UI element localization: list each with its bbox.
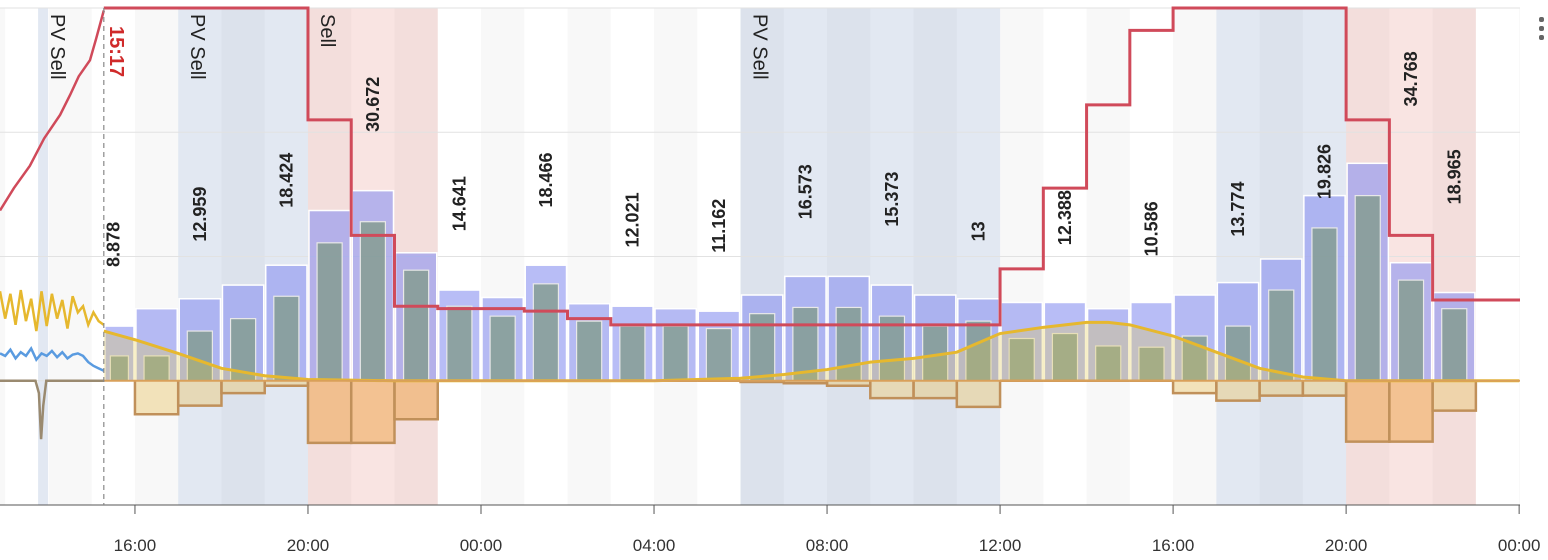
inner-bar [575,320,603,382]
inner-bar [705,327,733,382]
inner-bar [792,306,819,382]
x-tick-label: 20:00 [287,536,330,555]
grid-flow-step [1215,380,1261,402]
value-label: 13.774 [1228,182,1248,237]
history-line [0,289,105,332]
grid-flow-step [306,380,353,445]
value-label: 30.672 [363,77,383,132]
value-label: 18.424 [276,153,296,208]
band-label: Sell [316,14,338,47]
inner-bar [1441,308,1468,382]
inner-bar [446,305,473,382]
value-label: 14.641 [449,176,469,231]
pv-area [103,322,1520,381]
grid-flow-step [220,380,266,395]
value-label: 19.826 [1314,144,1334,199]
grid-flow-step [393,380,439,421]
inner-bar [1397,279,1425,382]
value-label: 34.768 [1401,51,1421,106]
grid-flow-step [133,380,180,416]
grid-flow-step [1431,380,1478,412]
band-label: PV Sell [46,14,68,80]
inner-bar [489,315,516,382]
band-label: PV Sell [749,14,771,80]
inner-bar [316,242,343,382]
x-tick-label: 16:00 [114,536,157,555]
grid-flow-step [1344,380,1391,443]
inner-bar [402,269,430,382]
value-label: 18.965 [1444,149,1464,204]
x-tick-label: 08:00 [806,536,849,555]
inner-bar [662,325,689,382]
value-label: 18.466 [536,152,556,207]
inner-bar [965,320,992,382]
grid-flow-step [912,380,959,400]
grid-flow-step [1388,380,1434,443]
history-line [0,379,104,440]
menu-dot[interactable] [1539,26,1544,31]
menu-icon[interactable] [1539,17,1544,40]
grid-flow-step [1301,380,1348,397]
inner-bar [878,315,906,382]
grid-flow-step [1171,380,1218,395]
history-line [0,10,106,212]
inner-bar [619,325,646,382]
price-step [103,6,1520,327]
inner-bar [1268,289,1295,382]
now-label: 15:17 [105,26,127,77]
inner-bar [1354,195,1381,382]
inner-bar [1095,345,1122,382]
grid-flow-step [869,380,915,400]
menu-dot[interactable] [1539,35,1544,40]
x-tick-label: 00:00 [460,536,503,555]
grid-flow-step [349,380,396,445]
inner-bar [143,355,170,382]
x-tick-label: 16:00 [1152,536,1195,555]
grid-flow-step [176,380,223,407]
pv-line [103,320,1520,383]
band-label: PV Sell [186,14,208,80]
inner-bar [186,330,213,382]
x-tick-label: 20:00 [1325,536,1368,555]
value-label: 16.573 [795,164,815,219]
inner-bar [1051,332,1079,382]
grid-flow-step [1258,380,1305,397]
value-label: 8.878 [103,222,123,267]
value-label: 11.162 [709,199,729,253]
value-label: 12.021 [622,192,642,247]
menu-dot[interactable] [1539,17,1544,22]
value-label: 15.373 [882,172,902,227]
x-tick-label: 00:00 [1498,536,1541,555]
grid-flow-step [955,380,1002,409]
value-label: 12.959 [190,187,210,242]
inner-bar [359,221,387,382]
inner-bar [1311,227,1338,382]
value-label: 12.388 [1055,190,1075,245]
value-label: 10.586 [1141,201,1161,256]
inner-bar [1138,346,1165,382]
x-tick-label: 04:00 [633,536,676,555]
inner-bar [532,283,560,382]
inner-bar [273,295,300,382]
history-line [0,345,105,372]
value-label: 13 [968,221,988,241]
x-tick-label: 12:00 [979,536,1022,555]
